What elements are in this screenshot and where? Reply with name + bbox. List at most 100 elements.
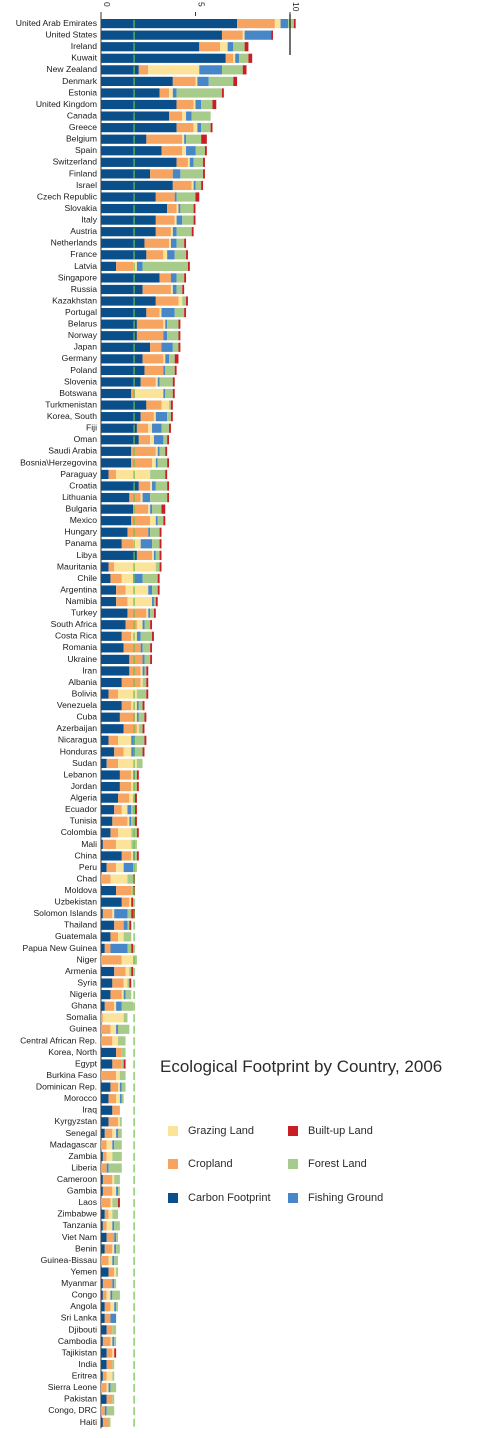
bar-segment-forest-land	[112, 1151, 122, 1162]
bar-segment-carbon-footprint	[101, 920, 115, 930]
bar-segment-fishing-ground	[148, 527, 151, 537]
bar-segment-cropland	[146, 250, 164, 260]
bar-segment-carbon-footprint	[101, 261, 117, 271]
bar-segment-built-up-land	[146, 666, 149, 676]
bar-segment-fishing-ground	[136, 712, 139, 722]
country-label: New Zealand	[46, 64, 97, 74]
bar-segment-grazing-land	[153, 412, 156, 422]
bar-segment-cropland	[131, 458, 153, 468]
bar-segment-forest-land	[186, 134, 202, 144]
bar-segment-grazing-land	[170, 227, 173, 237]
bar-segment-fishing-ground	[163, 331, 168, 341]
bar-segment-fishing-ground	[197, 76, 209, 86]
bar-segment-grazing-land	[106, 1383, 109, 1393]
country-label: Croatia	[69, 480, 97, 490]
bar-segment-cropland	[131, 388, 136, 399]
country-label: United States	[45, 30, 97, 40]
bar-segment-carbon-footprint	[101, 516, 132, 526]
bar-segment-grazing-land	[129, 897, 132, 907]
country-label: Libya	[76, 550, 97, 560]
bar-segment-carbon-footprint	[101, 805, 115, 815]
bar-segment-cropland	[102, 1290, 107, 1300]
bar-row-norway: Norway	[68, 330, 181, 341]
bar-segment-forest-land	[110, 1383, 117, 1393]
bar-segment-cropland	[101, 1383, 107, 1393]
bar-segment-built-up-land	[193, 203, 196, 214]
bar-segment-cropland	[131, 446, 156, 456]
bar-segment-cropland	[108, 1094, 117, 1104]
bar-segment-grazing-land	[182, 134, 185, 144]
bar-segment-cropland	[129, 666, 141, 676]
bar-row-slovenia: Slovenia	[64, 376, 175, 387]
country-label: Colombia	[61, 827, 98, 837]
bar-segment-cropland	[101, 1036, 113, 1046]
bar-row-bulgaria: Bulgaria	[65, 504, 166, 514]
bar-segment-carbon-footprint	[101, 99, 177, 110]
bar-segment-carbon-footprint	[101, 562, 109, 572]
country-label: Guinea-Bissau	[41, 1255, 98, 1265]
bar-segment-carbon-footprint	[101, 19, 238, 29]
legend-item-fishing-ground: Fishing Ground	[288, 1191, 383, 1205]
country-label: India	[78, 1359, 97, 1369]
country-label: Sierra Leone	[48, 1382, 97, 1392]
bar-segment-cropland	[136, 423, 149, 433]
bar-segment-grazing-land	[152, 550, 154, 560]
bar-segment-cropland	[176, 99, 194, 110]
bar-segment-carbon-footprint	[101, 1151, 103, 1162]
bar-row-netherlands: Netherlands	[51, 238, 187, 248]
bar-segment-built-up-land	[136, 828, 139, 838]
country-label: United Arab Emirates	[16, 18, 97, 28]
country-label: Bolivia	[72, 688, 98, 698]
bar-segment-built-up-land	[248, 53, 253, 63]
bar-segment-cropland	[108, 1117, 119, 1127]
bar-segment-fishing-ground	[114, 1244, 117, 1254]
bar-segment-fishing-ground	[123, 862, 134, 873]
bar-segment-built-up-land	[136, 851, 139, 861]
bar-segment-grazing-land	[118, 735, 132, 745]
bar-segment-cropland	[146, 400, 162, 410]
bar-segment-cropland	[167, 203, 177, 214]
bar-segment-cropland	[106, 1232, 115, 1242]
bar-row-ecuador: Ecuador	[65, 804, 137, 815]
country-label: France	[70, 249, 97, 259]
bar-row-nicaragua: Nicaragua	[58, 735, 147, 745]
bar-segment-built-up-land	[178, 319, 181, 329]
legend-item-built-up-land: Built-up Land	[288, 1124, 373, 1138]
bar-segment-cropland	[159, 88, 170, 98]
bar-segment-forest-land	[131, 816, 136, 826]
bar-segment-forest-land	[150, 608, 154, 618]
bar-segment-grazing-land	[169, 88, 173, 98]
country-label: Kyrgyzstan	[54, 1116, 97, 1126]
country-label: Central African Rep.	[20, 1035, 97, 1045]
bar-row-paraguay: Paraguay	[60, 469, 168, 480]
bar-segment-grazing-land	[146, 608, 149, 618]
bar-row-albania: Albania	[68, 677, 149, 688]
country-label: Belgium	[66, 134, 97, 144]
bar-segment-forest-land	[118, 1128, 122, 1138]
bar-segment-carbon-footprint	[101, 76, 173, 86]
bar-segment-built-up-land	[174, 354, 179, 364]
bar-segment-grazing-land	[118, 689, 137, 699]
country-label: Slovakia	[65, 203, 98, 213]
bar-row-bolivia: Bolivia	[72, 688, 149, 699]
bar-segment-fishing-ground	[136, 701, 139, 711]
bar-row-new-zealand: New Zealand	[46, 64, 247, 75]
legend-swatch-forest-land	[288, 1159, 298, 1169]
bar-segment-forest-land	[167, 319, 179, 329]
bar-segment-forest-land	[131, 805, 136, 815]
bar-segment-built-up-land	[152, 631, 154, 641]
country-label: Burkina Faso	[46, 1070, 97, 1080]
bar-segment-cropland	[150, 169, 173, 179]
bar-segment-cropland	[101, 1140, 107, 1150]
bar-segment-cropland	[142, 354, 164, 364]
bar-segment-cropland	[102, 1336, 111, 1347]
x-tick-label: 0	[102, 2, 112, 7]
bar-segment-built-up-land	[135, 805, 137, 815]
bar-segment-carbon-footprint	[101, 400, 147, 410]
bar-segment-cropland	[112, 1105, 120, 1115]
bar-segment-grazing-land	[220, 42, 228, 52]
country-label: Saudi Arabia	[48, 446, 97, 456]
bar-segment-grazing-land	[118, 1082, 120, 1092]
country-label: Solomon Islands	[33, 908, 97, 918]
bar-segment-fishing-ground	[119, 1082, 122, 1092]
